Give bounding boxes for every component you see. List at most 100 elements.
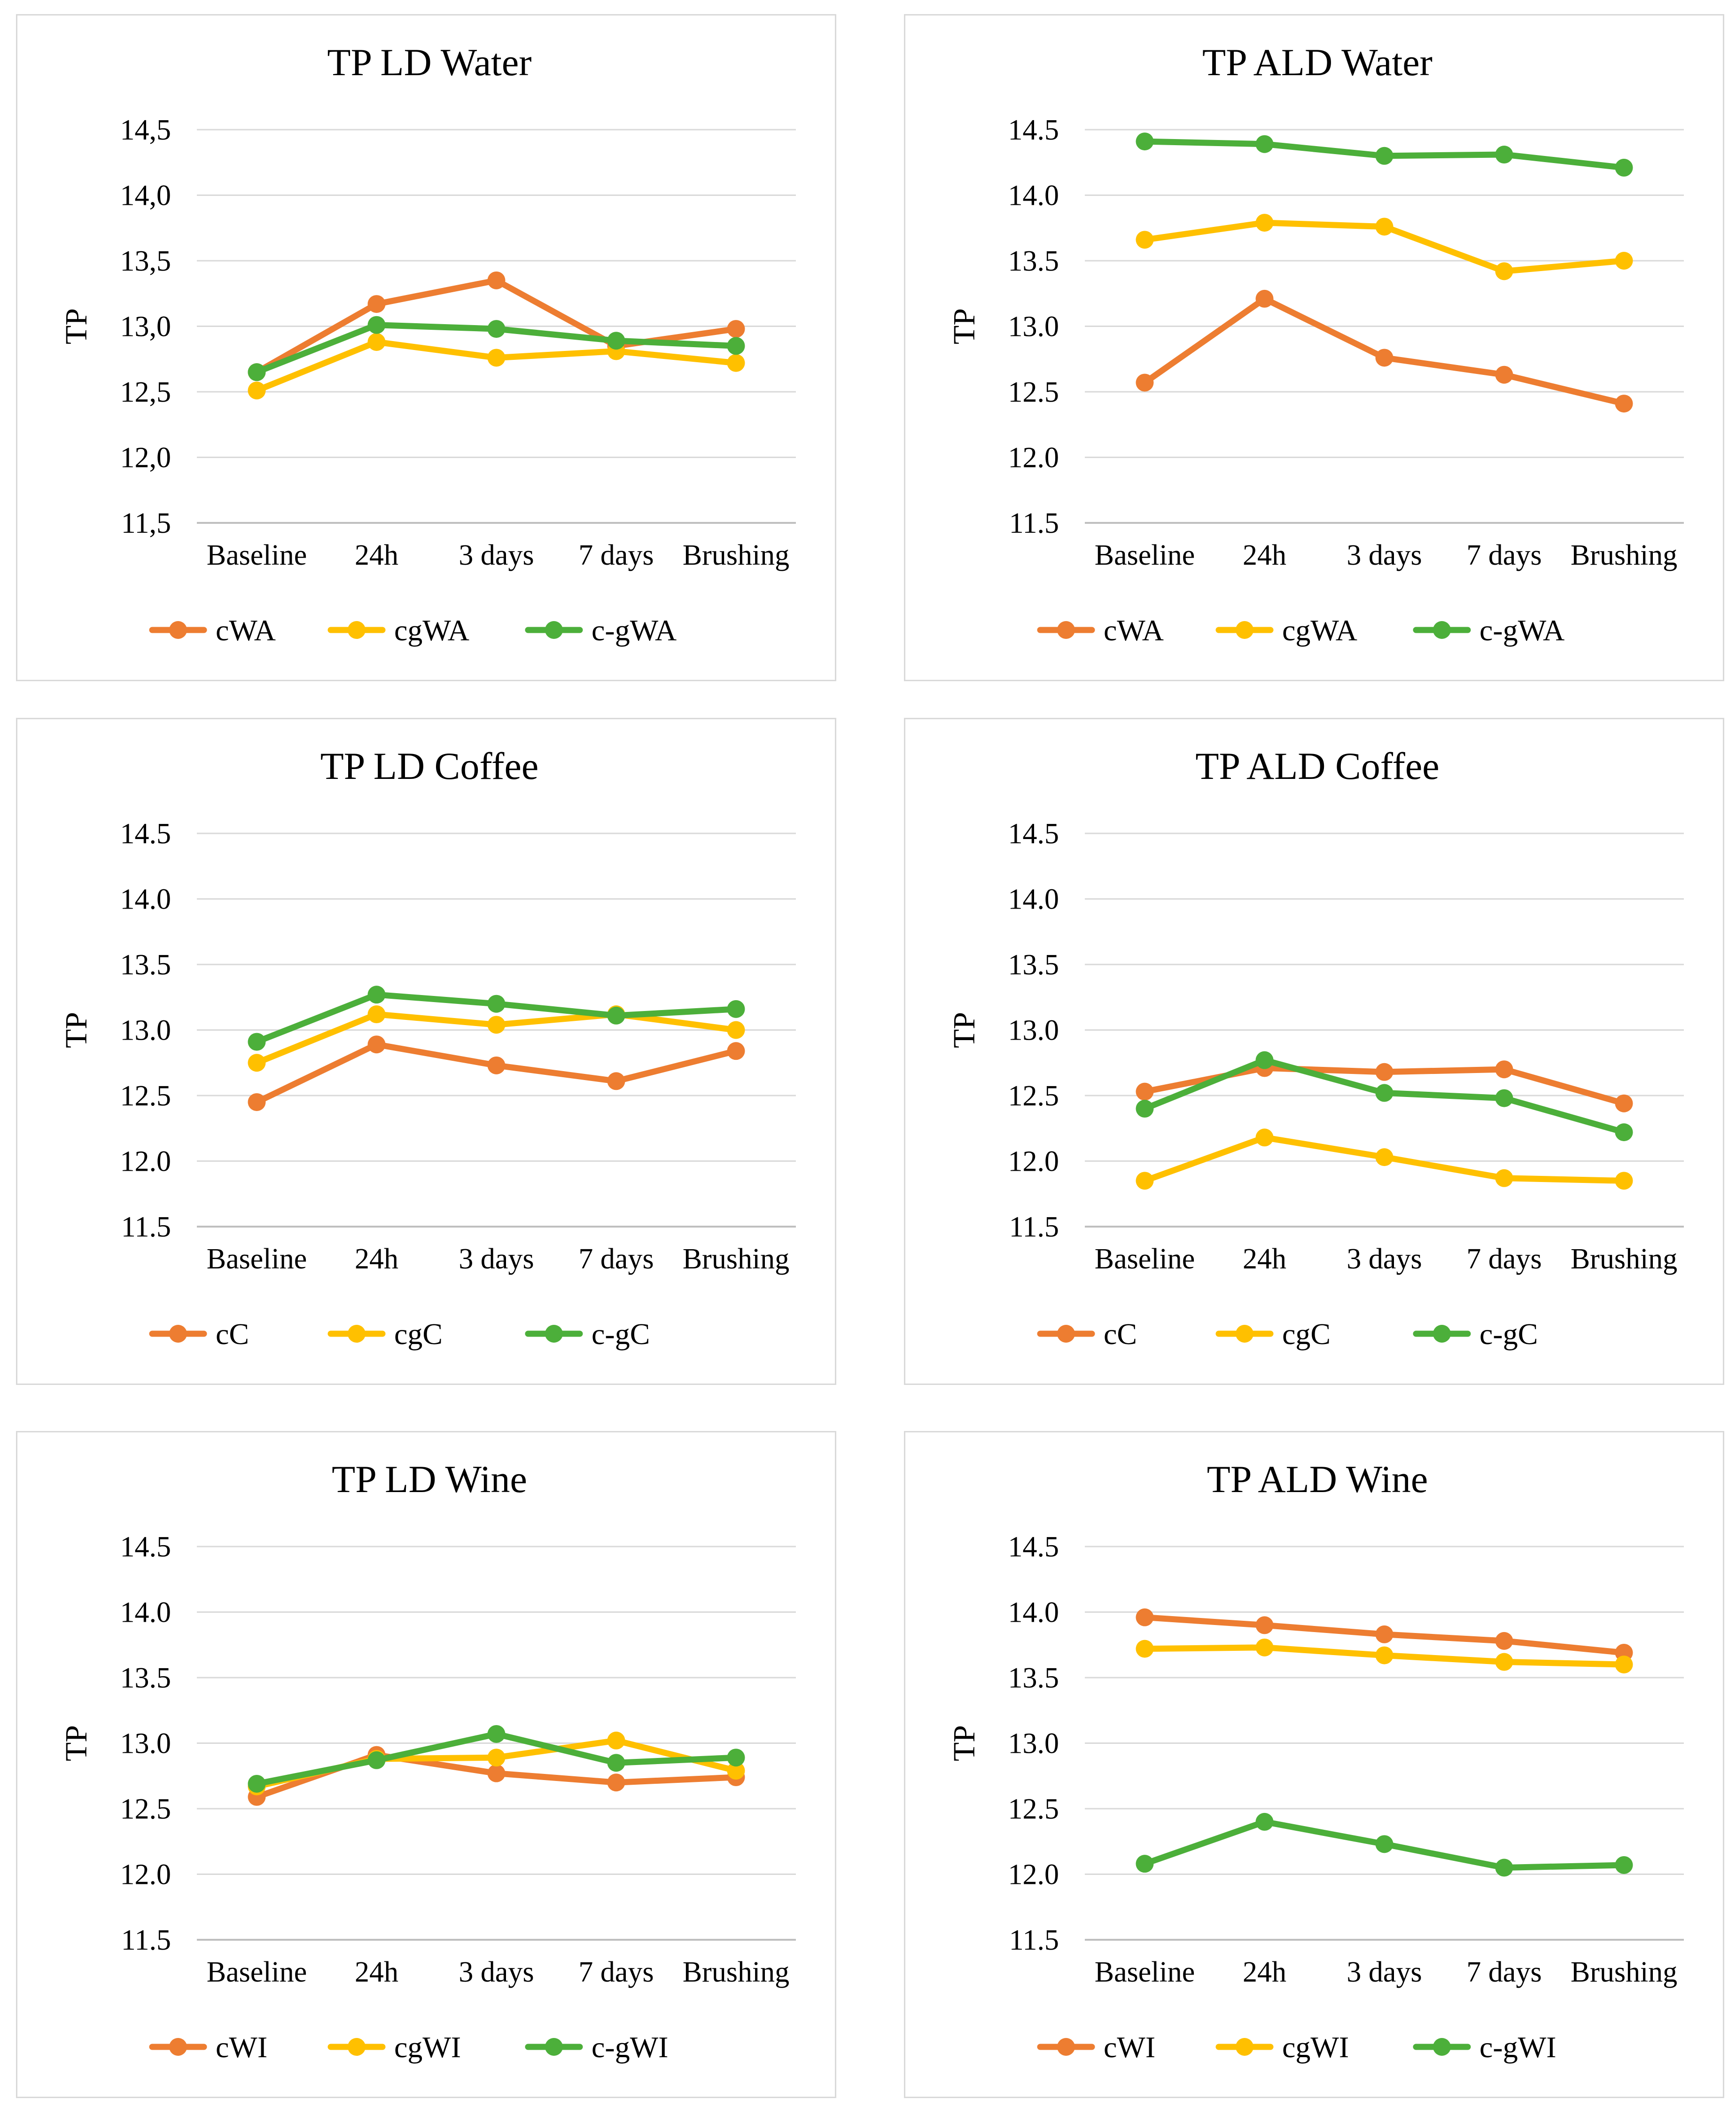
- legend-item-cgc: cgC: [1215, 1317, 1331, 1351]
- data-point: [727, 1021, 745, 1039]
- x-tick-label: 3 days: [1347, 539, 1422, 571]
- data-point: [727, 1042, 745, 1060]
- y-tick-label: 13.5: [1008, 245, 1059, 277]
- x-tick-label: Baseline: [207, 1956, 307, 1988]
- y-tick-label: 12.5: [1008, 1793, 1059, 1825]
- data-point: [1615, 252, 1633, 270]
- x-tick-label: Brushing: [1571, 1243, 1677, 1275]
- data-point: [1255, 135, 1274, 153]
- data-point: [248, 1774, 266, 1793]
- data-point: [487, 1725, 506, 1743]
- y-axis-label: TP: [947, 1725, 981, 1761]
- legend-item-cwi: cWI: [149, 2030, 267, 2064]
- data-point: [1136, 231, 1154, 249]
- series-cgwa: [1136, 214, 1633, 280]
- x-tick-label: Baseline: [1095, 1956, 1195, 1988]
- x-tick-label: 24h: [355, 1243, 398, 1275]
- data-point: [487, 1764, 506, 1782]
- legend-label: cgWI: [394, 2030, 461, 2064]
- data-point: [248, 1054, 266, 1072]
- data-point: [1136, 132, 1154, 151]
- x-tick-label: Brushing: [1571, 1956, 1677, 1988]
- y-tick-label: 13.5: [120, 949, 171, 981]
- x-tick-label: Baseline: [207, 1243, 307, 1275]
- series-cgwa: [248, 333, 745, 400]
- chart-tp-ald-wine: TP ALD Wine 11.5 12.0 12.5 13.0 13.5 14.0 14.5 T…: [947, 1458, 1684, 2064]
- legend-marker: [1057, 2038, 1075, 2056]
- y-tick-label: 13.0: [120, 1015, 171, 1047]
- legend-item-cgwi: cgWI: [327, 2030, 461, 2064]
- data-point: [367, 1035, 386, 1054]
- x-tick-label: 24h: [1243, 1956, 1286, 1988]
- legend-label: cC: [216, 1317, 249, 1351]
- data-point: [1495, 146, 1513, 164]
- y-tick-label: 14.0: [1008, 884, 1059, 916]
- y-tick-label: 11,5: [121, 507, 171, 539]
- x-tick-label: 24h: [355, 1956, 398, 1988]
- chart-title: TP LD Coffee: [320, 745, 539, 787]
- legend-label: cC: [1104, 1317, 1137, 1351]
- y-tick-label: 11.5: [121, 1211, 171, 1243]
- x-tick-label: 3 days: [1347, 1243, 1422, 1275]
- data-point: [727, 337, 745, 355]
- y-tick-label: 12.5: [120, 1793, 171, 1825]
- legend-label: c-gWA: [592, 614, 677, 647]
- legend-label: cWA: [1104, 614, 1164, 647]
- legend-label: cgC: [394, 1317, 443, 1351]
- legend-label: cgWI: [1282, 2030, 1349, 2064]
- data-point: [367, 1005, 386, 1024]
- legend-marker: [169, 1325, 187, 1343]
- legend-marker: [545, 1325, 563, 1343]
- data-point: [1375, 1063, 1393, 1081]
- chart-title: TP LD Water: [327, 41, 531, 84]
- x-tick-label: 7 days: [578, 539, 654, 571]
- chart-panel-ald-coffee: [904, 718, 1724, 1385]
- data-point: [607, 1731, 625, 1750]
- y-axis-label: TP: [59, 308, 93, 344]
- legend-marker: [169, 621, 187, 639]
- legend-item-cwi: cWI: [1037, 2030, 1155, 2064]
- x-tick-label: 3 days: [1347, 1956, 1422, 1988]
- x-tick-label: Baseline: [1095, 1243, 1195, 1275]
- data-point: [1375, 1148, 1393, 1166]
- legend-marker: [348, 621, 366, 639]
- y-tick-label: 12.0: [120, 1146, 171, 1178]
- data-point: [727, 1000, 745, 1018]
- legend-label: c-gC: [592, 1317, 650, 1351]
- y-tick-label: 13.0: [1008, 311, 1059, 343]
- series-c-gwi: [248, 1725, 745, 1793]
- series-c-gc: [248, 986, 745, 1051]
- series-c-gwa: [1136, 132, 1633, 177]
- chart-tp-ald-water: TP ALD Water 11.5 12.0 12.5 13.0 13.5 14.0 14.5…: [947, 41, 1684, 647]
- data-point: [1495, 1089, 1513, 1107]
- data-point: [1495, 1858, 1513, 1877]
- chart-panel-ald-wine: [904, 1431, 1724, 2098]
- x-tick-label: 3 days: [459, 1243, 534, 1275]
- legend-label: c-gWI: [1479, 2030, 1556, 2064]
- series-c-gwa: [248, 316, 745, 381]
- y-tick-label: 14.5: [1008, 114, 1059, 146]
- y-tick-label: 13,0: [120, 311, 171, 343]
- series-cgwi: [1136, 1638, 1633, 1674]
- legend-item-c-gc: c-gC: [1413, 1317, 1538, 1351]
- legend-marker: [545, 2038, 563, 2056]
- data-point: [1375, 349, 1393, 367]
- data-point: [1615, 1656, 1633, 1674]
- y-tick-label: 13.5: [1008, 949, 1059, 981]
- y-tick-label: 14.0: [1008, 180, 1059, 212]
- data-point: [1136, 1082, 1154, 1101]
- data-point: [1255, 1128, 1274, 1147]
- data-point: [1495, 1169, 1513, 1187]
- legend-label: cgWA: [394, 614, 469, 647]
- data-point: [1255, 289, 1274, 308]
- series-cwa: [1136, 289, 1633, 413]
- x-tick-label: Baseline: [207, 539, 307, 571]
- data-point: [1495, 1060, 1513, 1079]
- legend-item-cgc: cgC: [327, 1317, 443, 1351]
- data-point: [727, 354, 745, 372]
- y-tick-label: 14.5: [1008, 1531, 1059, 1563]
- x-tick-label: Brushing: [683, 539, 789, 571]
- data-point: [1136, 1640, 1154, 1658]
- data-point: [727, 320, 745, 338]
- data-point: [1615, 1172, 1633, 1190]
